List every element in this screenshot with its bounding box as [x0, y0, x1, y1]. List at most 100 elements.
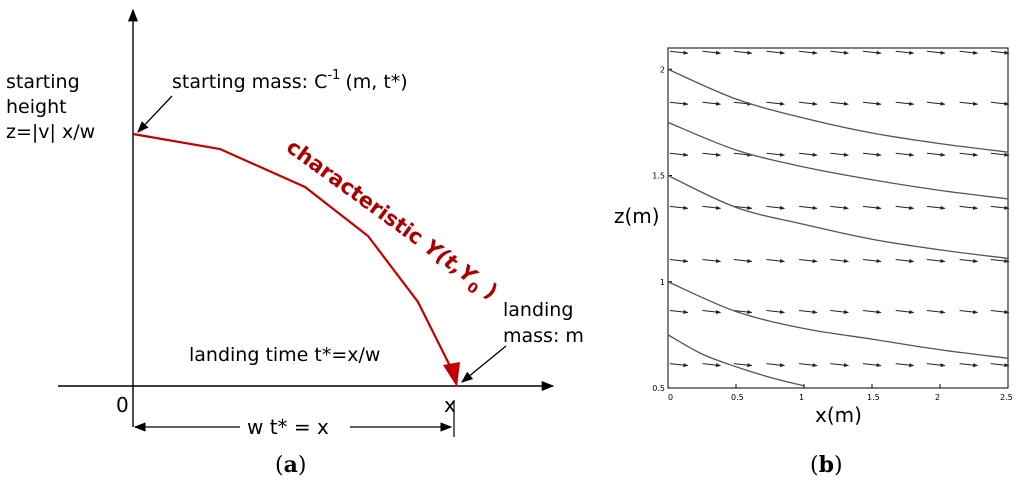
velocity-arrow [959, 363, 979, 368]
velocity-arrow [830, 205, 849, 210]
velocity-arrow [862, 205, 882, 210]
caption-a-close: ) [298, 453, 307, 478]
velocity-arrow [926, 50, 946, 55]
velocity-arrow [830, 310, 849, 314]
starting-height-pointer [137, 95, 173, 133]
x-axis-label: x(m) [815, 403, 862, 427]
velocity-arrow [766, 310, 785, 314]
velocity-arrow [895, 310, 915, 314]
velocity-arrow [799, 152, 818, 157]
characteristic-curve [132, 132, 454, 373]
velocity-arrow [830, 259, 849, 263]
velocity-arrow [926, 101, 946, 106]
starting-mass-label: starting mass: C-1 (m, t*) [172, 68, 408, 93]
starting-mass-superscript: -1 [327, 68, 340, 83]
characteristic-curve-2 [667, 121, 1009, 200]
velocity-arrow [862, 50, 882, 55]
velocity-arrow [990, 50, 1010, 55]
velocity-arrow [959, 205, 979, 210]
characteristic-curve-4 [667, 281, 1009, 359]
panel-b: 0 0.5 1 1.5 2 2.521.510.5 x(m) z(m) (b) [614, 47, 1013, 478]
velocity-arrow [990, 101, 1010, 106]
x-tick-label: 2.5 [1000, 393, 1013, 402]
characteristic-curve-5 [667, 334, 805, 387]
velocity-arrow [895, 50, 915, 55]
velocity-arrow [702, 363, 722, 368]
velocity-arrow [959, 259, 979, 263]
velocity-arrow [926, 259, 946, 263]
velocity-arrow [799, 101, 818, 106]
velocity-arrow [702, 259, 722, 263]
caption-a: (a) [275, 452, 306, 478]
velocity-arrow [862, 259, 882, 263]
velocity-arrow [733, 205, 753, 210]
velocity-arrow [830, 363, 849, 368]
origin-label: 0 [116, 393, 129, 417]
characteristic-curve-3 [667, 174, 1009, 260]
x-tick-label: 0.5 [731, 393, 744, 402]
x-tick-label: 1 [799, 393, 804, 402]
velocity-arrow [702, 50, 722, 55]
velocity-arrow [862, 101, 882, 106]
panel-a: 0 x starting height z=|v| x/w starting m… [6, 8, 584, 478]
tick-labels: 0 0.5 1 1.5 2 2.521.510.5 [652, 65, 1012, 402]
y-tick-label: 2 [660, 65, 665, 74]
velocity-arrow [669, 205, 689, 210]
starting-height-line-2: height [6, 96, 67, 118]
caption-b-letter: b [819, 452, 834, 478]
landing-time-label: landing time t*=x/w [189, 344, 380, 366]
velocity-arrow [799, 259, 818, 263]
velocity-arrow [733, 363, 753, 368]
velocity-arrow [702, 101, 722, 106]
velocity-arrow [862, 310, 882, 314]
landing-mass-pointer [461, 345, 507, 383]
y-tick-label: 0.5 [652, 384, 665, 393]
velocity-arrow [990, 363, 1010, 368]
caption-b-close: ) [834, 453, 843, 478]
characteristic-arrowhead [443, 362, 460, 387]
velocity-arrow [766, 363, 785, 368]
starting-mass-args: (m, t*) [345, 71, 407, 93]
velocity-arrow [895, 259, 915, 263]
velocity-arrow [830, 152, 849, 157]
caption-a-open: ( [275, 453, 284, 478]
velocity-arrow [862, 363, 882, 368]
velocity-arrow [799, 363, 818, 368]
velocity-arrow [733, 50, 753, 55]
landing-mass-line-2: mass: m [503, 325, 584, 347]
velocity-arrow [766, 205, 785, 210]
characteristic-curve-1 [667, 68, 1009, 153]
velocity-arrow [895, 205, 915, 210]
plot-frame [667, 47, 1009, 389]
velocity-arrow [990, 205, 1010, 210]
velocity-arrow [799, 50, 818, 55]
y-tick-label: 1.5 [652, 172, 665, 181]
velocity-arrow [830, 50, 849, 55]
caption-b: (b) [810, 452, 843, 478]
velocity-arrow [766, 101, 785, 106]
starting-height-line-1: starting [6, 71, 80, 93]
velocity-arrow [895, 101, 915, 106]
velocity-arrow [702, 152, 722, 157]
velocity-arrow [926, 152, 946, 157]
characteristic-label: characteristic Y(t,Y0 ) [279, 135, 502, 308]
x-tick-label: 1.5 [867, 393, 880, 402]
tick-marks [667, 68, 1009, 389]
velocity-arrow [990, 152, 1010, 157]
caption-a-letter: a [284, 452, 298, 478]
velocity-arrow [895, 152, 915, 157]
starting-height-line-3: z=|v| x/w [6, 121, 95, 143]
velocity-arrow [669, 363, 689, 368]
caption-b-open: ( [810, 453, 819, 478]
velocity-arrow [799, 310, 818, 314]
velocity-arrow [766, 259, 785, 263]
characteristic-curves [667, 68, 1009, 387]
velocity-arrow [733, 310, 753, 314]
x-point-label: x [444, 393, 456, 417]
velocity-arrow [959, 152, 979, 157]
velocity-arrow [669, 101, 689, 106]
landing-mass-label: landing mass: m [503, 299, 584, 347]
velocity-arrow [926, 310, 946, 314]
landing-mass-line-1: landing [503, 299, 573, 321]
